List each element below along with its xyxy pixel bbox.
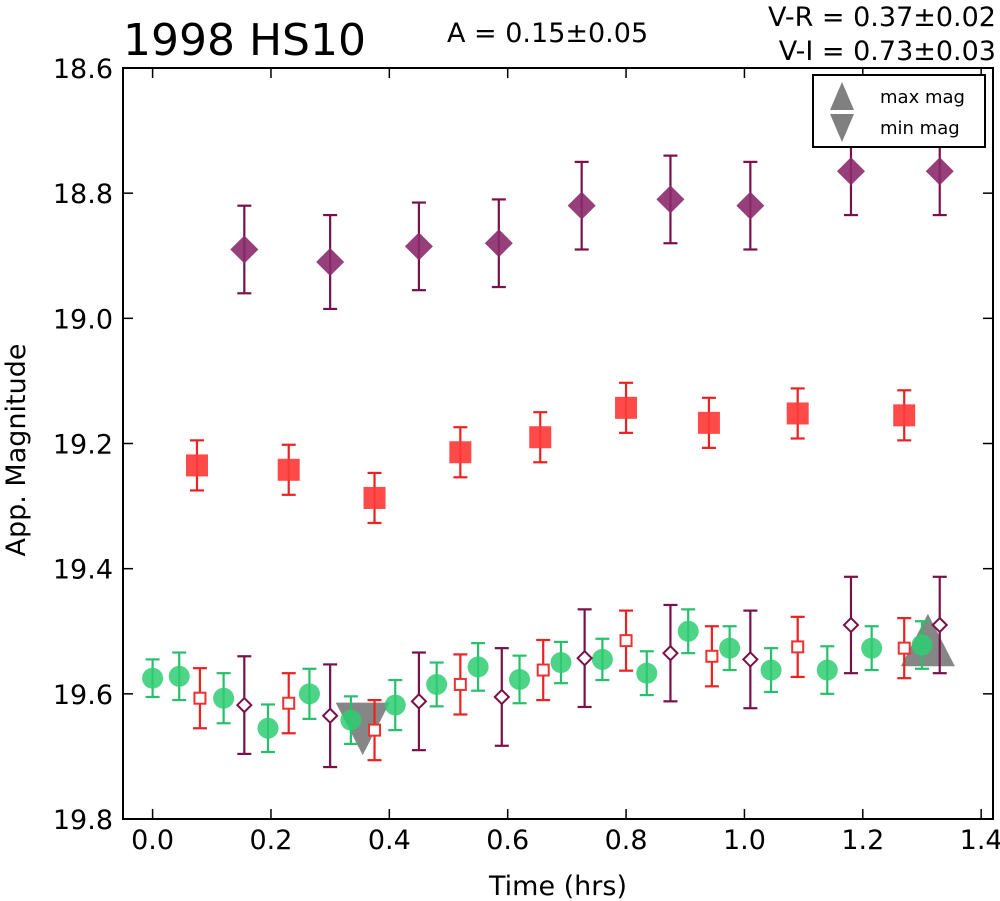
y-tick-label: 19.4: [53, 555, 113, 586]
x-axis-label: Time (hrs): [488, 871, 627, 901]
circle-point: [550, 652, 572, 674]
open-square-point: [897, 641, 911, 655]
open-diamond-point: [741, 650, 759, 668]
open-diamond-point: [235, 696, 253, 714]
circle-point: [591, 648, 613, 670]
diamond-point: [404, 232, 433, 261]
data-marks: [142, 126, 955, 769]
min-mag-marker: [335, 702, 390, 756]
y-tick-label: 19.8: [53, 805, 113, 836]
plot-frame: [122, 67, 994, 820]
square-point: [185, 454, 208, 477]
open-diamond-point: [493, 688, 511, 706]
circle-point: [384, 694, 406, 716]
y-tick-label: 18.6: [53, 54, 113, 85]
circle-point: [911, 634, 933, 656]
x-tick-label: 0.8: [605, 825, 648, 856]
x-tick-label: 0.6: [486, 825, 529, 856]
legend-max-mag-label: max mag: [880, 87, 965, 108]
diamond-point: [484, 229, 513, 258]
diamond-point: [316, 248, 345, 277]
legend-min-mag-label: min mag: [880, 118, 960, 139]
open-square-point: [705, 649, 719, 663]
legend-max-mag-marker: [830, 82, 854, 110]
square-point: [363, 486, 386, 509]
x-tick-label: 1.4: [960, 825, 1000, 856]
open-diamond-point: [931, 616, 949, 634]
diamond-point: [836, 157, 865, 186]
diamond-point: [567, 191, 596, 220]
circle-point: [426, 673, 448, 695]
x-tick-label: 0.4: [368, 825, 411, 856]
circle-point: [760, 659, 782, 681]
square-point: [529, 426, 552, 449]
v-r-annotation: V-R = 0.37±0.02: [768, 2, 996, 33]
open-diamond-point: [842, 616, 860, 634]
circle-point: [636, 662, 658, 684]
diamond-point: [230, 235, 259, 264]
open-square-point: [453, 677, 467, 691]
circle-point: [298, 683, 320, 705]
y-axis-label: App. Magnitude: [1, 344, 32, 557]
circle-point: [467, 656, 489, 678]
square-point: [893, 404, 916, 427]
circle-point: [257, 717, 279, 739]
open-square-point: [368, 723, 382, 737]
circle-point: [861, 637, 883, 659]
open-square-point: [536, 663, 550, 677]
circle-point: [719, 637, 741, 659]
diamond-point: [736, 191, 765, 220]
open-square-point: [282, 696, 296, 710]
y-tick-label: 19.2: [53, 430, 113, 461]
diamond-point: [656, 185, 685, 214]
y-tick-label: 19.0: [53, 304, 113, 335]
circle-point: [213, 687, 235, 709]
open-square-point: [791, 640, 805, 654]
open-square-point: [619, 634, 633, 648]
x-tick-label: 1.0: [723, 825, 766, 856]
circle-point: [142, 667, 164, 689]
open-diamond-point: [321, 707, 339, 725]
legend-min-mag-marker: [830, 114, 854, 142]
x-tick-label: 0.2: [249, 825, 292, 856]
square-point: [697, 411, 720, 434]
open-square-point: [193, 691, 207, 705]
square-point: [277, 458, 300, 481]
square-point: [615, 396, 638, 419]
chart-title: 1998 HS10: [123, 15, 366, 66]
legend: max mag min mag: [812, 74, 986, 148]
open-diamond-point: [410, 692, 428, 710]
open-diamond-point: [576, 649, 594, 667]
circle-point: [816, 659, 838, 681]
square-point: [449, 441, 472, 464]
circle-point: [509, 668, 531, 690]
diamond-point: [925, 157, 954, 186]
open-diamond-point: [662, 644, 679, 662]
circle-point: [168, 665, 190, 687]
x-tick-label: 0.0: [131, 825, 174, 856]
y-tick-label: 19.6: [53, 680, 113, 711]
v-i-annotation: V-I = 0.73±0.03: [779, 36, 996, 67]
axis-ticks: 0.0 0.2 0.4 0.6 0.8 1.0 1.2 1.4 18.6 18.8 19.0 19.2…: [53, 54, 1000, 856]
square-point: [786, 402, 809, 425]
circle-point: [340, 709, 362, 731]
circle-point: [677, 620, 699, 642]
x-tick-label: 1.2: [841, 825, 884, 856]
y-tick-label: 18.8: [53, 179, 113, 210]
amplitude-annotation: A = 0.15±0.05: [447, 18, 648, 49]
